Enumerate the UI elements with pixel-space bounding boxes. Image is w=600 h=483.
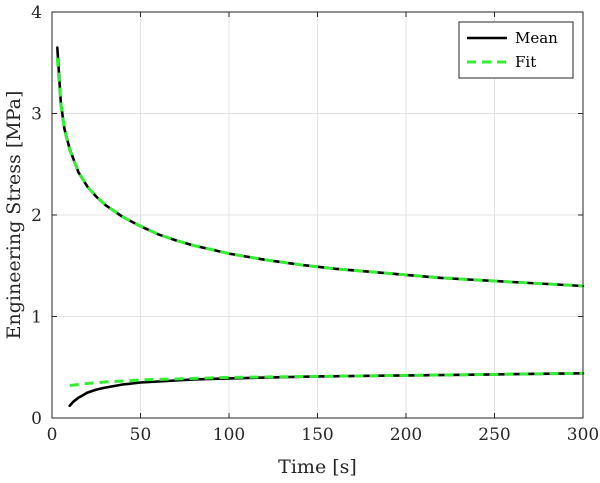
legend-label-mean: Mean xyxy=(515,29,558,47)
y-tick-label: 0 xyxy=(31,409,42,429)
x-tick-label: 100 xyxy=(213,425,245,445)
x-tick-label: 300 xyxy=(567,425,599,445)
x-axis-title: Time [s] xyxy=(278,456,357,478)
y-axis-title: Engineering Stress [MPa] xyxy=(3,91,25,340)
y-tick-label: 1 xyxy=(31,308,42,328)
plot-series xyxy=(55,46,585,408)
series-fit-line-0 xyxy=(55,57,584,288)
axis-ticks: 0 50 100 150 200 250 300 0 1 2 3 4 xyxy=(31,3,599,445)
x-tick-label: 0 xyxy=(47,425,58,445)
x-tick-label: 250 xyxy=(478,425,510,445)
x-tick-label: 50 xyxy=(130,425,152,445)
y-tick-label: 2 xyxy=(31,206,42,226)
legend: Mean Fit xyxy=(458,21,574,79)
x-tick-label: 200 xyxy=(390,425,422,445)
x-tick-label: 150 xyxy=(301,425,333,445)
series-fit-line-1 xyxy=(69,371,584,387)
y-tick-label: 3 xyxy=(31,105,42,125)
legend-label-fit: Fit xyxy=(515,53,536,71)
y-tick-label: 4 xyxy=(31,3,42,23)
legend-box xyxy=(458,21,574,79)
